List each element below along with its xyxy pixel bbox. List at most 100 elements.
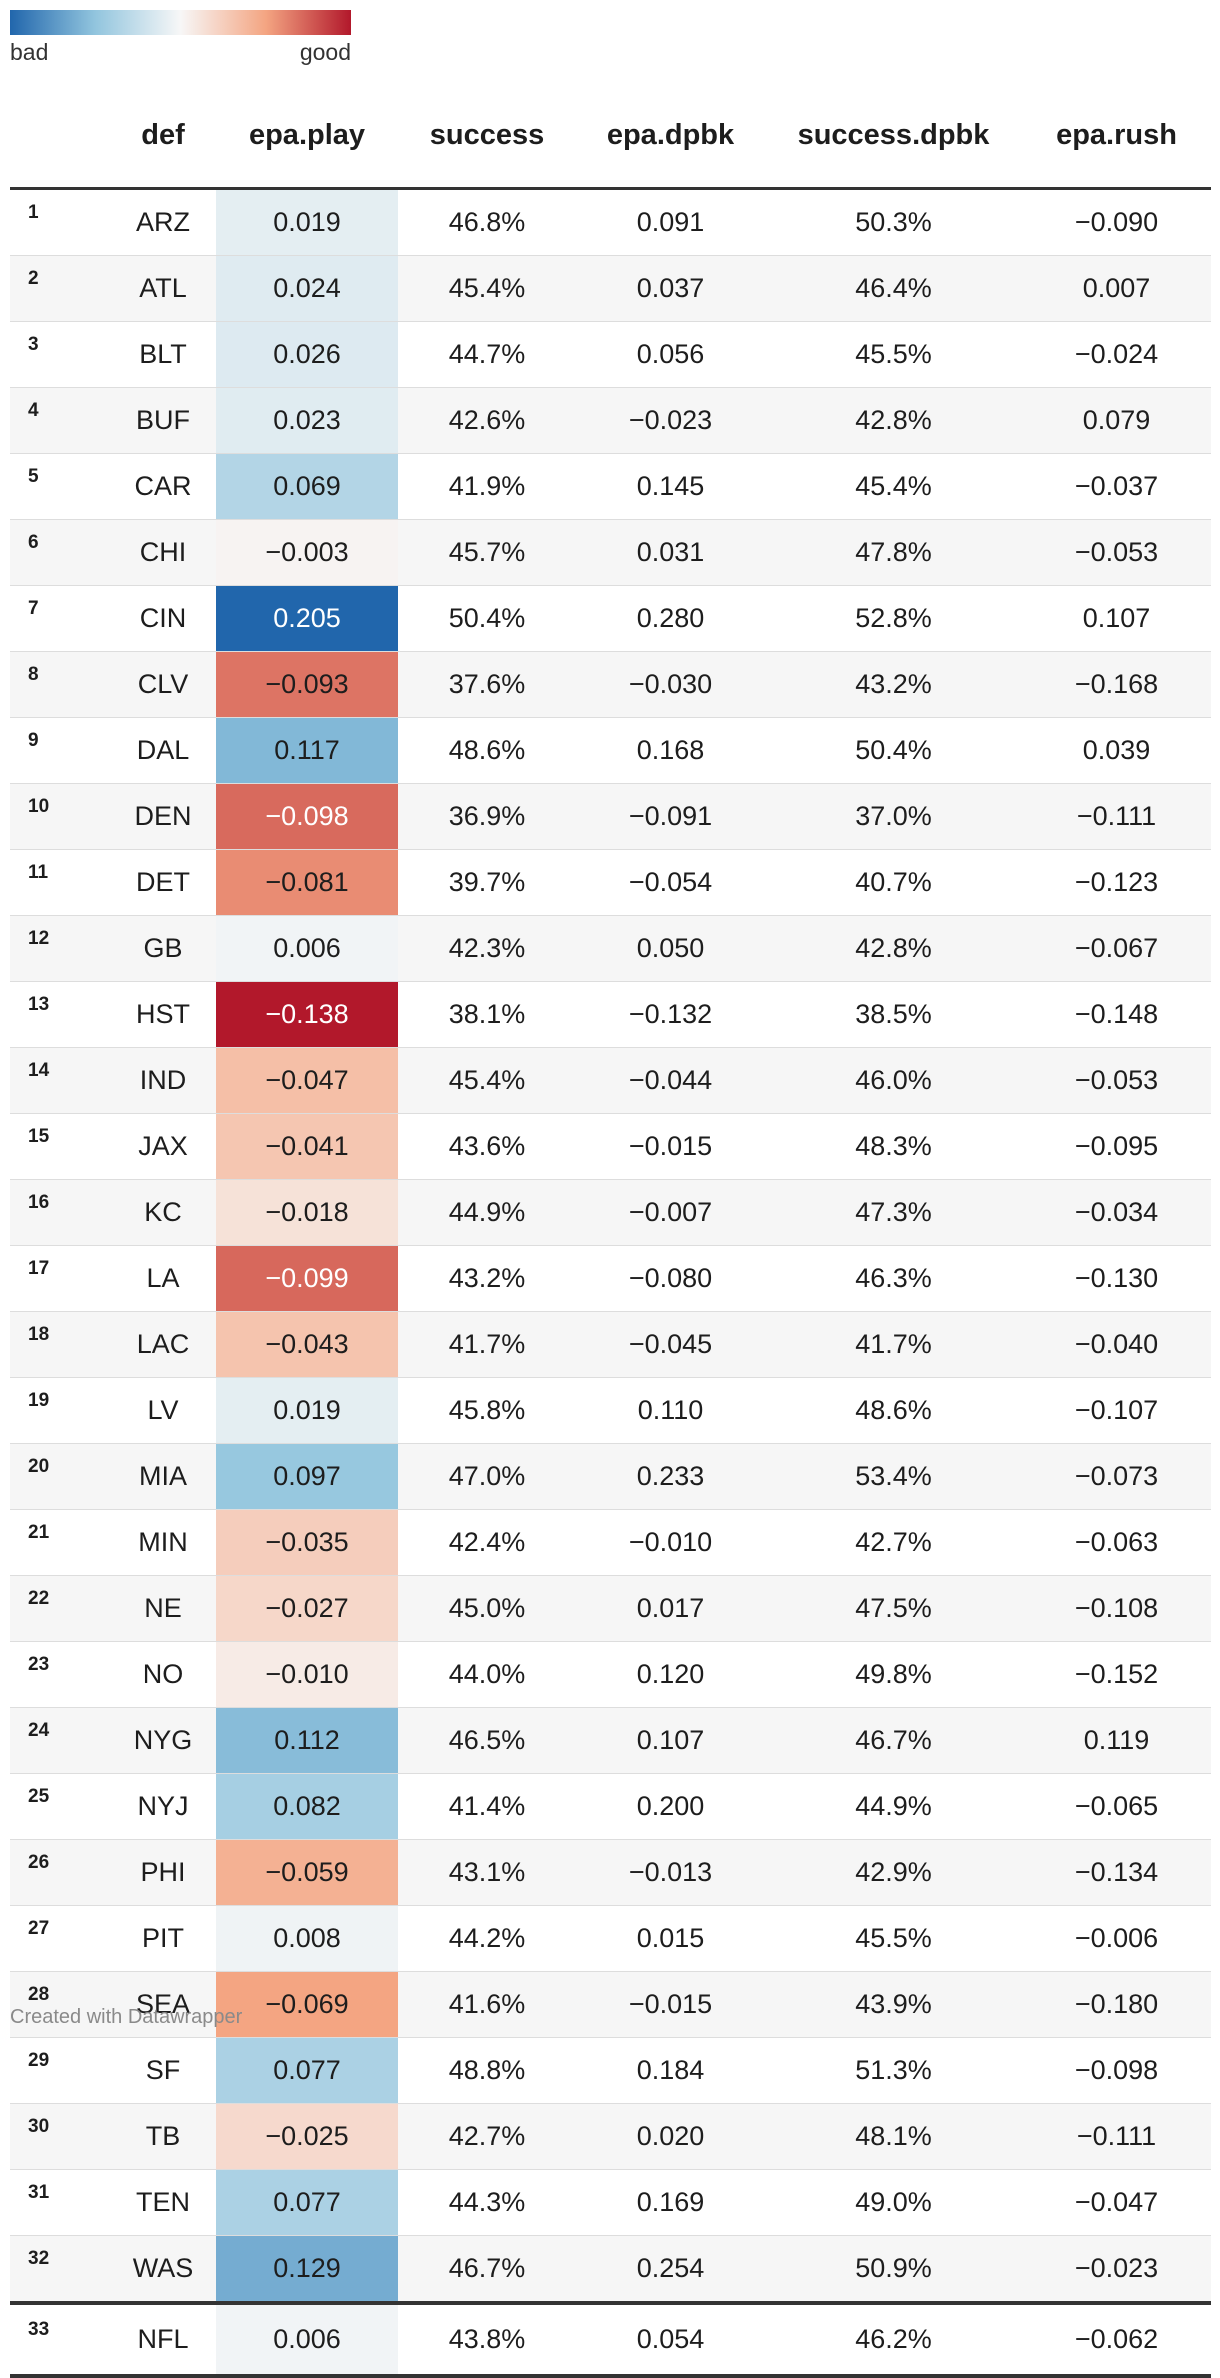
success-cell: 44.0% — [398, 1641, 576, 1708]
success-dpbk-cell: 41.7% — [765, 1311, 1022, 1378]
table-row: 7 CIN 0.205 50.4% 0.280 52.8% 0.107 — [10, 585, 1211, 652]
epa-rush-cell: −0.098 — [1022, 2037, 1211, 2104]
table-row: 1 ARZ 0.019 46.8% 0.091 50.3% −0.090 — [10, 188, 1211, 256]
rank-cell: 7 — [10, 585, 110, 652]
epa-play-cell: −0.025 — [216, 2103, 398, 2170]
epa-play-cell: −0.138 — [216, 981, 398, 1048]
rank-cell: 17 — [10, 1245, 110, 1312]
legend-label-good: good — [299, 39, 351, 65]
table-row: 5 CAR 0.069 41.9% 0.145 45.4% −0.037 — [10, 453, 1211, 520]
epa-dpbk-cell: −0.054 — [576, 849, 765, 916]
epa-dpbk-cell: 0.110 — [576, 1377, 765, 1444]
epa-play-cell: 0.008 — [216, 1905, 398, 1972]
rank-cell: 31 — [10, 2169, 110, 2236]
rank-cell: 28 — [10, 1971, 110, 2038]
def-cell: MIA — [110, 1443, 216, 1510]
epa-play-cell: 0.019 — [216, 1377, 398, 1444]
epa-dpbk-cell: 0.169 — [576, 2169, 765, 2236]
epa-dpbk-cell: 0.168 — [576, 717, 765, 784]
epa-dpbk-cell: −0.045 — [576, 1311, 765, 1378]
def-cell: TEN — [110, 2169, 216, 2236]
epa-play-cell: −0.035 — [216, 1509, 398, 1576]
epa-play-cell: 0.023 — [216, 387, 398, 454]
epa-rush-cell: −0.130 — [1022, 1245, 1211, 1312]
table-row: 13 HST −0.138 38.1% −0.132 38.5% −0.148 — [10, 981, 1211, 1048]
epa-dpbk-cell: 0.107 — [576, 1707, 765, 1774]
table-row: 8 CLV −0.093 37.6% −0.030 43.2% −0.168 — [10, 651, 1211, 718]
legend-labels: bad good — [10, 35, 351, 65]
epa-rush-cell: −0.053 — [1022, 519, 1211, 586]
table-row: 32 WAS 0.129 46.7% 0.254 50.9% −0.023 — [10, 2235, 1211, 2304]
table-body: 1 ARZ 0.019 46.8% 0.091 50.3% −0.090 2 ATL 0.024 4… — [10, 188, 1211, 2304]
table-row: 19 LV 0.019 45.8% 0.110 48.6% −0.107 — [10, 1377, 1211, 1444]
summary-rank-cell: 33 — [10, 2301, 110, 2378]
def-cell: IND — [110, 1047, 216, 1114]
epa-rush-cell: −0.024 — [1022, 321, 1211, 388]
epa-play-cell: 0.077 — [216, 2169, 398, 2236]
rank-cell: 2 — [10, 255, 110, 322]
table-row: 12 GB 0.006 42.3% 0.050 42.8% −0.067 — [10, 915, 1211, 982]
summary-epa-dpbk-cell: 0.054 — [576, 2301, 765, 2378]
rank-cell: 12 — [10, 915, 110, 982]
column-header-success-dpbk[interactable]: success.dpbk — [765, 105, 1022, 190]
epa-play-cell: −0.043 — [216, 1311, 398, 1378]
success-cell: 44.9% — [398, 1179, 576, 1246]
epa-play-cell: −0.099 — [216, 1245, 398, 1312]
column-header-epa-dpbk[interactable]: epa.dpbk — [576, 105, 765, 190]
color-legend: bad good — [10, 10, 351, 65]
epa-rush-cell: −0.168 — [1022, 651, 1211, 718]
epa-rush-cell: −0.134 — [1022, 1839, 1211, 1906]
success-dpbk-cell: 43.2% — [765, 651, 1022, 718]
column-header-def[interactable]: def — [110, 105, 216, 190]
rank-cell: 19 — [10, 1377, 110, 1444]
rank-cell: 13 — [10, 981, 110, 1048]
success-dpbk-cell: 50.3% — [765, 188, 1022, 256]
def-cell: DET — [110, 849, 216, 916]
rank-cell: 14 — [10, 1047, 110, 1114]
success-cell: 37.6% — [398, 651, 576, 718]
rank-cell: 20 — [10, 1443, 110, 1510]
epa-play-cell: 0.082 — [216, 1773, 398, 1840]
epa-play-cell: −0.010 — [216, 1641, 398, 1708]
rank-cell: 27 — [10, 1905, 110, 1972]
success-dpbk-cell: 37.0% — [765, 783, 1022, 850]
epa-rush-cell: 0.079 — [1022, 387, 1211, 454]
summary-def-cell: NFL — [110, 2301, 216, 2378]
rank-cell: 26 — [10, 1839, 110, 1906]
epa-play-cell: −0.041 — [216, 1113, 398, 1180]
def-cell: GB — [110, 915, 216, 982]
success-dpbk-cell: 47.8% — [765, 519, 1022, 586]
rank-cell: 24 — [10, 1707, 110, 1774]
column-header-success[interactable]: success — [398, 105, 576, 190]
epa-rush-cell: −0.067 — [1022, 915, 1211, 982]
summary-success-dpbk-cell: 46.2% — [765, 2301, 1022, 2378]
table-row: 28 SEA −0.069 41.6% −0.015 43.9% −0.180 — [10, 1971, 1211, 2038]
epa-play-cell: 0.019 — [216, 188, 398, 256]
epa-rush-cell: −0.053 — [1022, 1047, 1211, 1114]
rank-cell: 18 — [10, 1311, 110, 1378]
success-cell: 48.6% — [398, 717, 576, 784]
success-dpbk-cell: 47.3% — [765, 1179, 1022, 1246]
epa-dpbk-cell: 0.031 — [576, 519, 765, 586]
success-dpbk-cell: 53.4% — [765, 1443, 1022, 1510]
epa-rush-cell: −0.108 — [1022, 1575, 1211, 1642]
table-row: 30 TB −0.025 42.7% 0.020 48.1% −0.111 — [10, 2103, 1211, 2170]
table-row: 21 MIN −0.035 42.4% −0.010 42.7% −0.063 — [10, 1509, 1211, 1576]
rank-cell: 8 — [10, 651, 110, 718]
epa-play-cell: −0.018 — [216, 1179, 398, 1246]
epa-dpbk-cell: 0.056 — [576, 321, 765, 388]
success-dpbk-cell: 45.5% — [765, 321, 1022, 388]
success-cell: 38.1% — [398, 981, 576, 1048]
column-header-epa-rush[interactable]: epa.rush — [1022, 105, 1211, 190]
table-row: 2 ATL 0.024 45.4% 0.037 46.4% 0.007 — [10, 255, 1211, 322]
epa-rush-cell: 0.119 — [1022, 1707, 1211, 1774]
rank-cell: 9 — [10, 717, 110, 784]
datawrapper-credit[interactable]: Created with Datawrapper — [10, 2006, 243, 2028]
table-row: 26 PHI −0.059 43.1% −0.013 42.9% −0.134 — [10, 1839, 1211, 1906]
def-cell: BLT — [110, 321, 216, 388]
column-header-epa-play[interactable]: epa.play — [216, 105, 398, 190]
success-dpbk-cell: 48.1% — [765, 2103, 1022, 2170]
epa-rush-cell: −0.180 — [1022, 1971, 1211, 2038]
epa-dpbk-cell: 0.015 — [576, 1905, 765, 1972]
success-cell: 41.4% — [398, 1773, 576, 1840]
